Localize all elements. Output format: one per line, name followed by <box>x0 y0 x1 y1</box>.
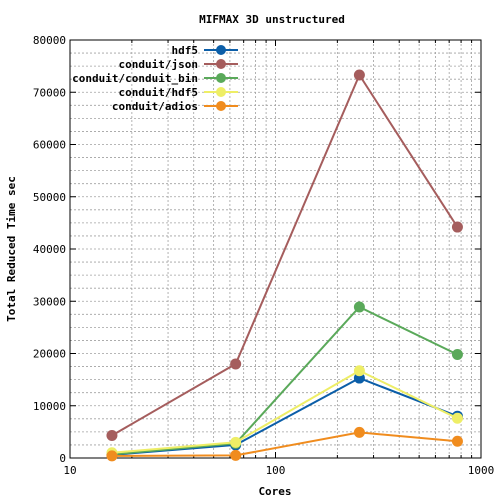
grid <box>70 40 481 458</box>
y-tick-label: 0 <box>59 452 66 465</box>
x-tick-label: 10 <box>63 464 76 477</box>
x-axis-label: Cores <box>258 485 291 498</box>
data-point <box>106 450 118 462</box>
data-point <box>353 69 365 81</box>
y-axis-label: Total Reduced Time sec <box>5 176 18 322</box>
y-tick-label: 50000 <box>33 191 66 204</box>
legend-label: hdf5 <box>172 44 199 57</box>
series-line <box>111 72 459 437</box>
chart-title: MIFMAX 3D unstructured <box>199 13 345 26</box>
legend-marker <box>216 87 226 97</box>
y-tick-label: 40000 <box>33 243 66 256</box>
legend-marker <box>216 101 226 111</box>
legend-entry: hdf5 <box>172 44 238 57</box>
series-2 <box>106 301 463 460</box>
series-line <box>111 431 458 457</box>
data-point <box>353 426 365 438</box>
series-line <box>111 305 458 456</box>
series-layer <box>106 69 463 462</box>
x-tick-label: 1000 <box>468 464 495 477</box>
data-point <box>230 358 242 370</box>
y-tick-label: 10000 <box>33 400 66 413</box>
data-point <box>451 349 463 361</box>
x-tick-label: 100 <box>266 464 286 477</box>
series-4 <box>106 426 463 462</box>
legend-marker <box>216 45 226 55</box>
legend-entry: conduit/json <box>119 58 238 71</box>
legend-label: conduit/adios <box>112 100 198 113</box>
series-line <box>111 369 458 454</box>
y-tick-label: 60000 <box>33 139 66 152</box>
legend-entry: conduit/conduit_bin <box>72 72 238 85</box>
y-tick-label: 70000 <box>33 86 66 99</box>
legend-marker <box>216 73 226 83</box>
y-tick-label: 30000 <box>33 295 66 308</box>
series-1 <box>106 69 463 442</box>
data-point <box>230 449 242 461</box>
legend-entry: conduit/adios <box>112 100 238 113</box>
legend-entry: conduit/hdf5 <box>119 86 238 99</box>
series-line <box>111 377 458 456</box>
y-tick-label: 80000 <box>33 34 66 47</box>
data-point <box>106 430 118 442</box>
legend: hdf5conduit/jsonconduit/conduit_bincondu… <box>72 44 238 113</box>
data-point <box>230 436 242 448</box>
data-point <box>353 365 365 377</box>
series-3 <box>106 365 463 459</box>
data-point <box>451 412 463 424</box>
legend-label: conduit/json <box>119 58 198 71</box>
legend-label: conduit/hdf5 <box>119 86 198 99</box>
axes: 0 10000 20000 30000 40000 50000 60000 70000 8000… <box>33 34 494 477</box>
y-tick-label: 20000 <box>33 348 66 361</box>
legend-marker <box>216 59 226 69</box>
data-point <box>353 301 365 313</box>
legend-label: conduit/conduit_bin <box>72 72 198 85</box>
data-point <box>451 221 463 233</box>
data-point <box>451 435 463 447</box>
